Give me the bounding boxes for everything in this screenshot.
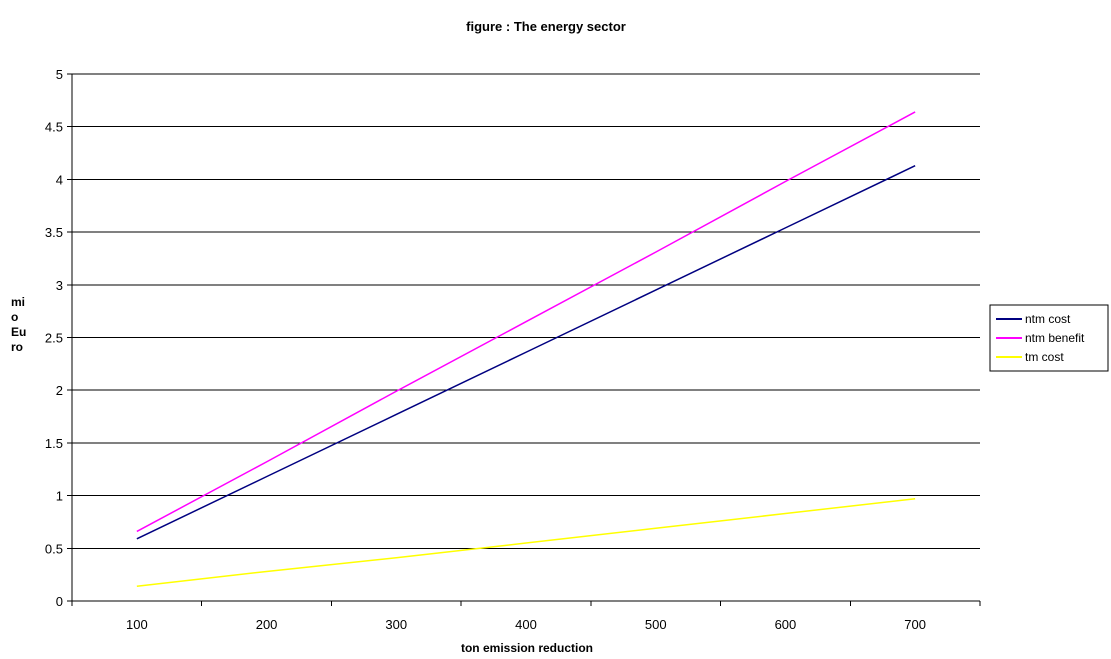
series-line-ntm-cost bbox=[136, 165, 916, 540]
y-tick-label: 4 bbox=[56, 172, 63, 187]
x-tick-label: 100 bbox=[126, 617, 148, 632]
series-line-tm-cost bbox=[136, 498, 916, 587]
x-tick-label: 300 bbox=[385, 617, 407, 632]
y-tick-label: 0 bbox=[56, 594, 63, 609]
x-tick-label: 600 bbox=[775, 617, 797, 632]
y-axis-ticks: 0 0.5 1 1.5 2 2.5 3 3.5 4 4.5 5 bbox=[45, 67, 72, 609]
x-tick-label: 500 bbox=[645, 617, 667, 632]
y-tick-label: 2 bbox=[56, 383, 63, 398]
y-tick-label: 3 bbox=[56, 278, 63, 293]
y-tick-label: 2.5 bbox=[45, 331, 63, 346]
y-tick-label: 1.5 bbox=[45, 436, 63, 451]
x-axis-title: ton emission reduction bbox=[461, 641, 593, 655]
legend-label: tm cost bbox=[1025, 350, 1064, 364]
chart-title: figure : The energy sector bbox=[466, 19, 626, 34]
y-axis-title-line: Eu bbox=[11, 325, 26, 339]
y-tick-label: 3.5 bbox=[45, 225, 63, 240]
series-lines bbox=[136, 111, 916, 587]
x-tick-label: 200 bbox=[256, 617, 278, 632]
axes bbox=[71, 74, 980, 602]
gridlines bbox=[72, 73, 980, 549]
x-axis-ticks: 100 200 300 400 500 600 700 bbox=[71, 601, 981, 632]
legend-label: ntm cost bbox=[1025, 312, 1071, 326]
y-tick-label: 4.5 bbox=[45, 120, 63, 135]
legend-label: ntm benefit bbox=[1025, 331, 1085, 345]
y-axis-title-line: mi bbox=[11, 295, 25, 309]
y-tick-label: 5 bbox=[56, 67, 63, 82]
legend: ntm cost ntm benefit tm cost bbox=[989, 304, 1109, 372]
y-tick-label: 0.5 bbox=[45, 541, 63, 556]
x-tick-label: 400 bbox=[515, 617, 537, 632]
y-tick-label: 1 bbox=[56, 489, 63, 504]
x-tick-label: 700 bbox=[904, 617, 926, 632]
series-line-ntm-benefit bbox=[136, 111, 916, 533]
y-axis-title-line: o bbox=[11, 310, 18, 324]
y-axis-title-line: ro bbox=[11, 340, 23, 354]
